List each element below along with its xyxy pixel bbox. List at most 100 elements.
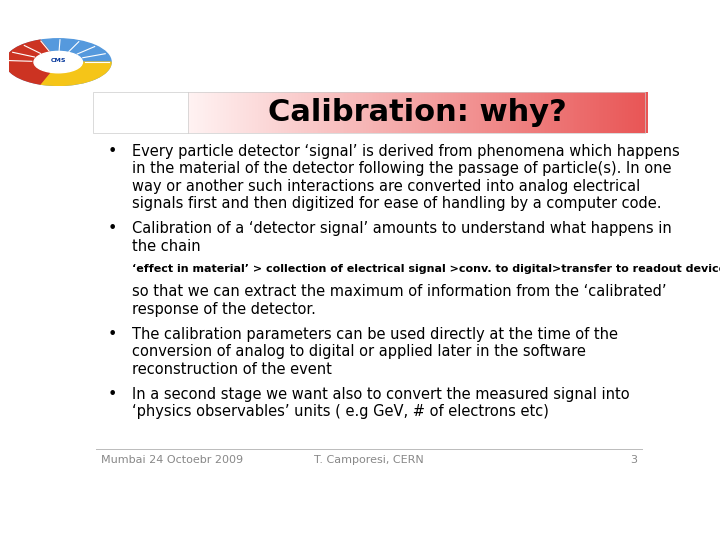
Bar: [386, 92, 387, 133]
Bar: [387, 92, 389, 133]
Bar: [377, 92, 378, 133]
Bar: [645, 92, 647, 133]
Bar: [294, 92, 295, 133]
Bar: [282, 92, 283, 133]
Bar: [405, 92, 407, 133]
Bar: [378, 92, 379, 133]
Text: in the material of the detector following the passage of particle(s). In one: in the material of the detector followin…: [132, 161, 671, 176]
Bar: [556, 92, 557, 133]
Text: Every particle detector ‘signal’ is derived from phenomena which happens: Every particle detector ‘signal’ is deri…: [132, 144, 680, 159]
Text: In a second stage we want also to convert the measured signal into: In a second stage we want also to conver…: [132, 387, 629, 402]
Bar: [499, 92, 500, 133]
Bar: [596, 92, 598, 133]
Bar: [610, 92, 611, 133]
Circle shape: [34, 51, 83, 73]
Bar: [209, 92, 211, 133]
Bar: [441, 92, 442, 133]
Bar: [402, 92, 404, 133]
Bar: [480, 92, 481, 133]
Bar: [257, 92, 258, 133]
Bar: [366, 92, 367, 133]
Bar: [191, 92, 192, 133]
Bar: [582, 92, 583, 133]
Bar: [503, 92, 504, 133]
Bar: [428, 92, 430, 133]
Bar: [541, 92, 542, 133]
Text: T. Camporesi, CERN: T. Camporesi, CERN: [314, 455, 424, 465]
Bar: [511, 92, 513, 133]
Bar: [488, 92, 490, 133]
Bar: [315, 92, 317, 133]
Bar: [554, 92, 556, 133]
Bar: [348, 92, 351, 133]
Bar: [451, 92, 453, 133]
Bar: [344, 92, 346, 133]
Bar: [642, 92, 644, 133]
Bar: [340, 92, 341, 133]
Bar: [379, 92, 381, 133]
Bar: [579, 92, 580, 133]
Bar: [631, 92, 633, 133]
Bar: [301, 92, 302, 133]
Bar: [490, 92, 492, 133]
Bar: [418, 92, 419, 133]
Text: ‘effect in material’ > collection of electrical signal >conv. to digital>transfe: ‘effect in material’ > collection of ele…: [132, 264, 720, 274]
Bar: [436, 92, 438, 133]
Bar: [456, 92, 458, 133]
Bar: [622, 92, 624, 133]
Bar: [253, 92, 255, 133]
Text: •: •: [108, 144, 117, 159]
Bar: [206, 92, 207, 133]
Bar: [590, 92, 591, 133]
Bar: [439, 92, 441, 133]
Bar: [562, 92, 564, 133]
Bar: [320, 92, 321, 133]
Bar: [363, 92, 364, 133]
Text: reconstruction of the event: reconstruction of the event: [132, 362, 332, 377]
Text: response of the detector.: response of the detector.: [132, 302, 316, 317]
Bar: [410, 92, 412, 133]
Bar: [454, 92, 456, 133]
Text: CMS: CMS: [50, 58, 66, 63]
Bar: [266, 92, 267, 133]
Bar: [390, 92, 392, 133]
Bar: [400, 92, 401, 133]
Bar: [449, 92, 450, 133]
Bar: [492, 92, 493, 133]
Bar: [496, 92, 498, 133]
Bar: [564, 92, 565, 133]
Bar: [577, 92, 579, 133]
Bar: [328, 92, 329, 133]
Bar: [472, 92, 473, 133]
Bar: [482, 92, 484, 133]
Bar: [407, 92, 409, 133]
Bar: [539, 92, 541, 133]
Bar: [313, 92, 315, 133]
Bar: [619, 92, 621, 133]
Bar: [398, 92, 400, 133]
Bar: [462, 92, 464, 133]
Bar: [370, 92, 372, 133]
Bar: [218, 92, 220, 133]
Bar: [426, 92, 427, 133]
Bar: [392, 92, 393, 133]
Bar: [533, 92, 534, 133]
Bar: [553, 92, 554, 133]
Bar: [238, 92, 240, 133]
Bar: [518, 92, 519, 133]
Bar: [249, 92, 251, 133]
Bar: [267, 92, 269, 133]
Text: •: •: [108, 387, 117, 402]
Bar: [464, 92, 465, 133]
Bar: [284, 92, 286, 133]
Bar: [575, 92, 576, 133]
Bar: [570, 92, 571, 133]
Bar: [222, 92, 223, 133]
Bar: [599, 92, 600, 133]
Bar: [382, 92, 384, 133]
Bar: [507, 92, 508, 133]
Bar: [522, 92, 523, 133]
Bar: [573, 92, 575, 133]
Bar: [243, 92, 244, 133]
Bar: [396, 92, 398, 133]
